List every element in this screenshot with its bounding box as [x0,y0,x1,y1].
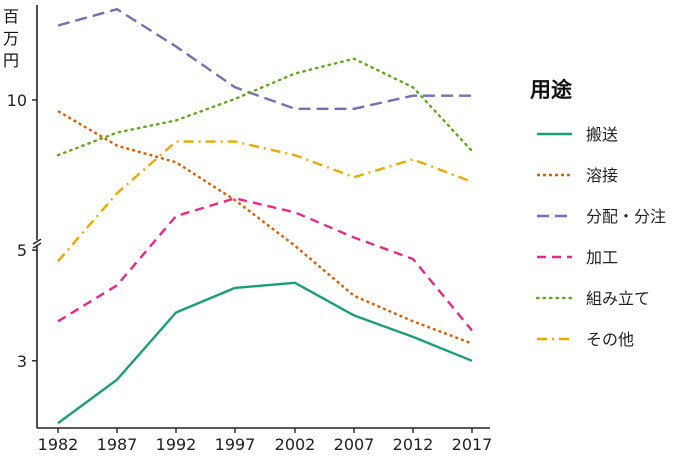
series-line-分配・分注 [57,7,472,111]
x-tick-label: 1997 [215,435,256,454]
legend-label: 溶接 [586,166,618,185]
series-line-搬送 [57,281,473,425]
x-tick-label: 2002 [275,435,316,454]
y-axis-break-mark [32,242,42,249]
legend-label: 組み立て [586,289,650,308]
y-tick-label: 10 [7,91,27,110]
series-layer [56,7,474,425]
x-tick-label: 2007 [334,435,375,454]
series-line-加工 [57,197,473,332]
x-tick-label: 1987 [97,435,138,454]
axes: 百万円 3 5 10 1982 1987 1992 1997 2002 2007 2012 2017 [3,5,492,454]
series-line-溶接 [57,110,473,345]
x-tick-label: 2012 [393,435,434,454]
legend-label: 搬送 [586,125,618,144]
x-tick-label: 1982 [38,435,79,454]
series-line-その他 [57,140,473,262]
y-axis-break-gap [33,240,41,247]
y-tick-label: 3 [17,352,27,371]
legend-label: 分配・分注 [586,207,666,226]
x-tick-label: 2017 [452,435,493,454]
legend-label: その他 [586,330,634,349]
y-axis-break-mark [32,238,42,245]
legend-title: 用途 [530,78,573,102]
legend-label: 加工 [586,248,618,267]
y-axis-label: 百万円 [3,7,19,70]
series-line-組み立て [56,57,474,157]
x-tick-label: 1992 [156,435,197,454]
y-tick-label: 5 [17,241,27,260]
